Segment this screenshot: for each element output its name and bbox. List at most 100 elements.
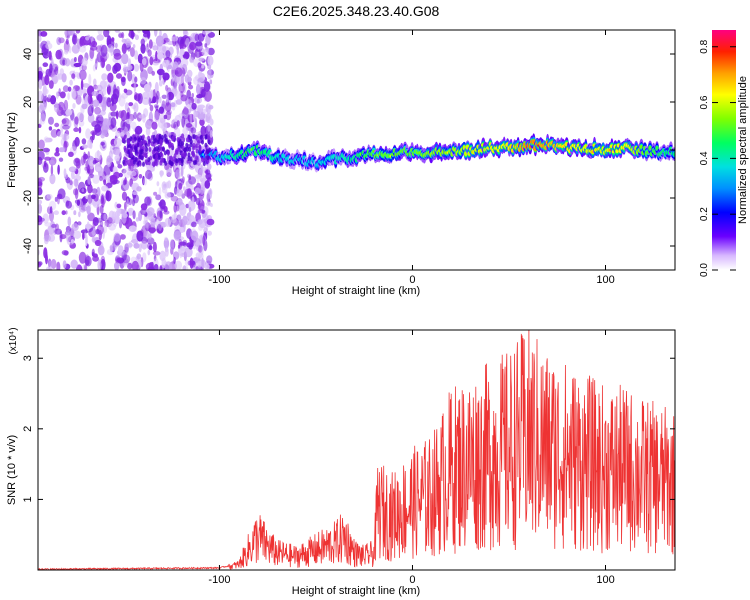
noise-blob	[87, 212, 95, 222]
trace-fringe	[180, 157, 184, 163]
trace-fringe	[156, 139, 160, 145]
noise-blob	[44, 156, 52, 161]
noise-blob	[152, 60, 160, 66]
noise-blob	[82, 83, 90, 88]
noise-blob	[58, 88, 61, 95]
noise-blob	[40, 113, 46, 125]
noise-blob	[71, 73, 76, 79]
trace-fringe	[190, 150, 194, 156]
noise-blob	[63, 168, 67, 178]
noise-blob	[48, 116, 54, 125]
snr-xlabel: Height of straight line (km)	[292, 585, 420, 597]
noise-blob	[54, 122, 60, 128]
noise-blob	[38, 187, 43, 196]
trace-fringe	[123, 134, 127, 140]
noise-blob	[137, 30, 141, 34]
trace-fringe	[137, 137, 141, 143]
noise-blob	[103, 222, 108, 234]
noise-blob	[87, 175, 91, 185]
noise-blob	[137, 93, 143, 104]
noise-blob	[140, 43, 146, 54]
noise-blob	[197, 219, 203, 225]
noise-blob	[49, 95, 57, 105]
noise-blob	[191, 102, 197, 110]
noise-blob	[193, 110, 196, 122]
noise-blob	[140, 38, 145, 46]
noise-blob	[147, 49, 152, 57]
noise-blob	[148, 232, 152, 240]
noise-blob	[201, 257, 204, 268]
noise-blob	[155, 105, 159, 111]
noise-blob	[80, 155, 86, 166]
noise-blob	[159, 265, 163, 270]
noise-blob	[140, 77, 147, 85]
noise-blob	[173, 203, 178, 213]
colorbar-tick-label: 0.2	[699, 207, 710, 221]
noise-blob	[197, 33, 205, 42]
colorbar-ticks: 0.0 0.2 0.4 0.6 0.8	[699, 39, 736, 277]
noise-blob	[63, 99, 69, 112]
trace-fringe	[185, 137, 189, 143]
trace-fringe	[159, 145, 162, 151]
noise-blob	[119, 234, 126, 240]
trace-fringe	[129, 136, 133, 142]
noise-blob	[113, 52, 122, 60]
noise-blob	[140, 69, 148, 82]
noise-blob	[194, 174, 203, 179]
noise-blob	[114, 215, 120, 225]
noise-blob	[126, 107, 131, 120]
spectrogram-ticks: -100 0 100 -40 -20 0 20 40	[22, 30, 675, 286]
noise-blob	[133, 102, 139, 113]
noise-blob	[120, 119, 126, 131]
noise-blob	[151, 121, 158, 130]
noise-blob	[152, 45, 159, 51]
noise-blob	[113, 232, 121, 242]
noise-blob	[118, 33, 123, 38]
trace-fringe	[163, 133, 167, 139]
noise-blob	[68, 119, 72, 128]
noise-blob	[194, 161, 202, 174]
noise-blob	[191, 230, 199, 242]
noise-blob	[39, 118, 42, 126]
noise-blob	[117, 164, 123, 169]
colorbar-tick-label: 0.0	[699, 263, 710, 277]
noise-blob	[189, 113, 193, 124]
noise-blob	[147, 249, 151, 256]
noise-blob	[42, 213, 49, 224]
noise-blob	[113, 171, 121, 179]
noise-blob	[78, 251, 87, 264]
noise-blob	[161, 100, 166, 110]
noise-blob	[121, 43, 127, 54]
trace-fringe	[189, 156, 193, 162]
noise-blob	[70, 259, 78, 269]
noise-blob	[159, 30, 162, 37]
trace-fringe	[168, 143, 172, 149]
noise-blob	[38, 199, 43, 205]
noise-blob	[48, 80, 54, 89]
noise-blob	[157, 51, 164, 60]
noise-blob	[92, 255, 99, 262]
noise-blob	[103, 30, 110, 38]
noise-blob	[160, 206, 165, 211]
y-tick-label: 0	[22, 147, 34, 153]
y-tick-label: 2	[22, 426, 34, 432]
noise-blob	[200, 246, 204, 255]
trace-fringe	[142, 139, 146, 145]
trace-fringe	[198, 145, 202, 150]
noise-blob	[180, 58, 189, 67]
noise-blob	[158, 106, 165, 114]
noise-blob	[43, 136, 49, 143]
noise-blob	[128, 102, 134, 107]
noise-blob	[186, 69, 193, 78]
noise-blob	[92, 218, 96, 229]
noise-blob	[130, 30, 135, 40]
noise-blob	[84, 166, 88, 171]
noise-blob	[69, 79, 73, 86]
trace-fringe	[177, 146, 181, 151]
colorbar-gradient	[712, 30, 736, 270]
noise-blob	[100, 258, 106, 270]
snr-ticks: -100 0 100 1 2 3	[22, 330, 675, 586]
noise-blob	[141, 240, 148, 250]
noise-blob	[179, 204, 187, 217]
noise-blob	[71, 223, 79, 232]
